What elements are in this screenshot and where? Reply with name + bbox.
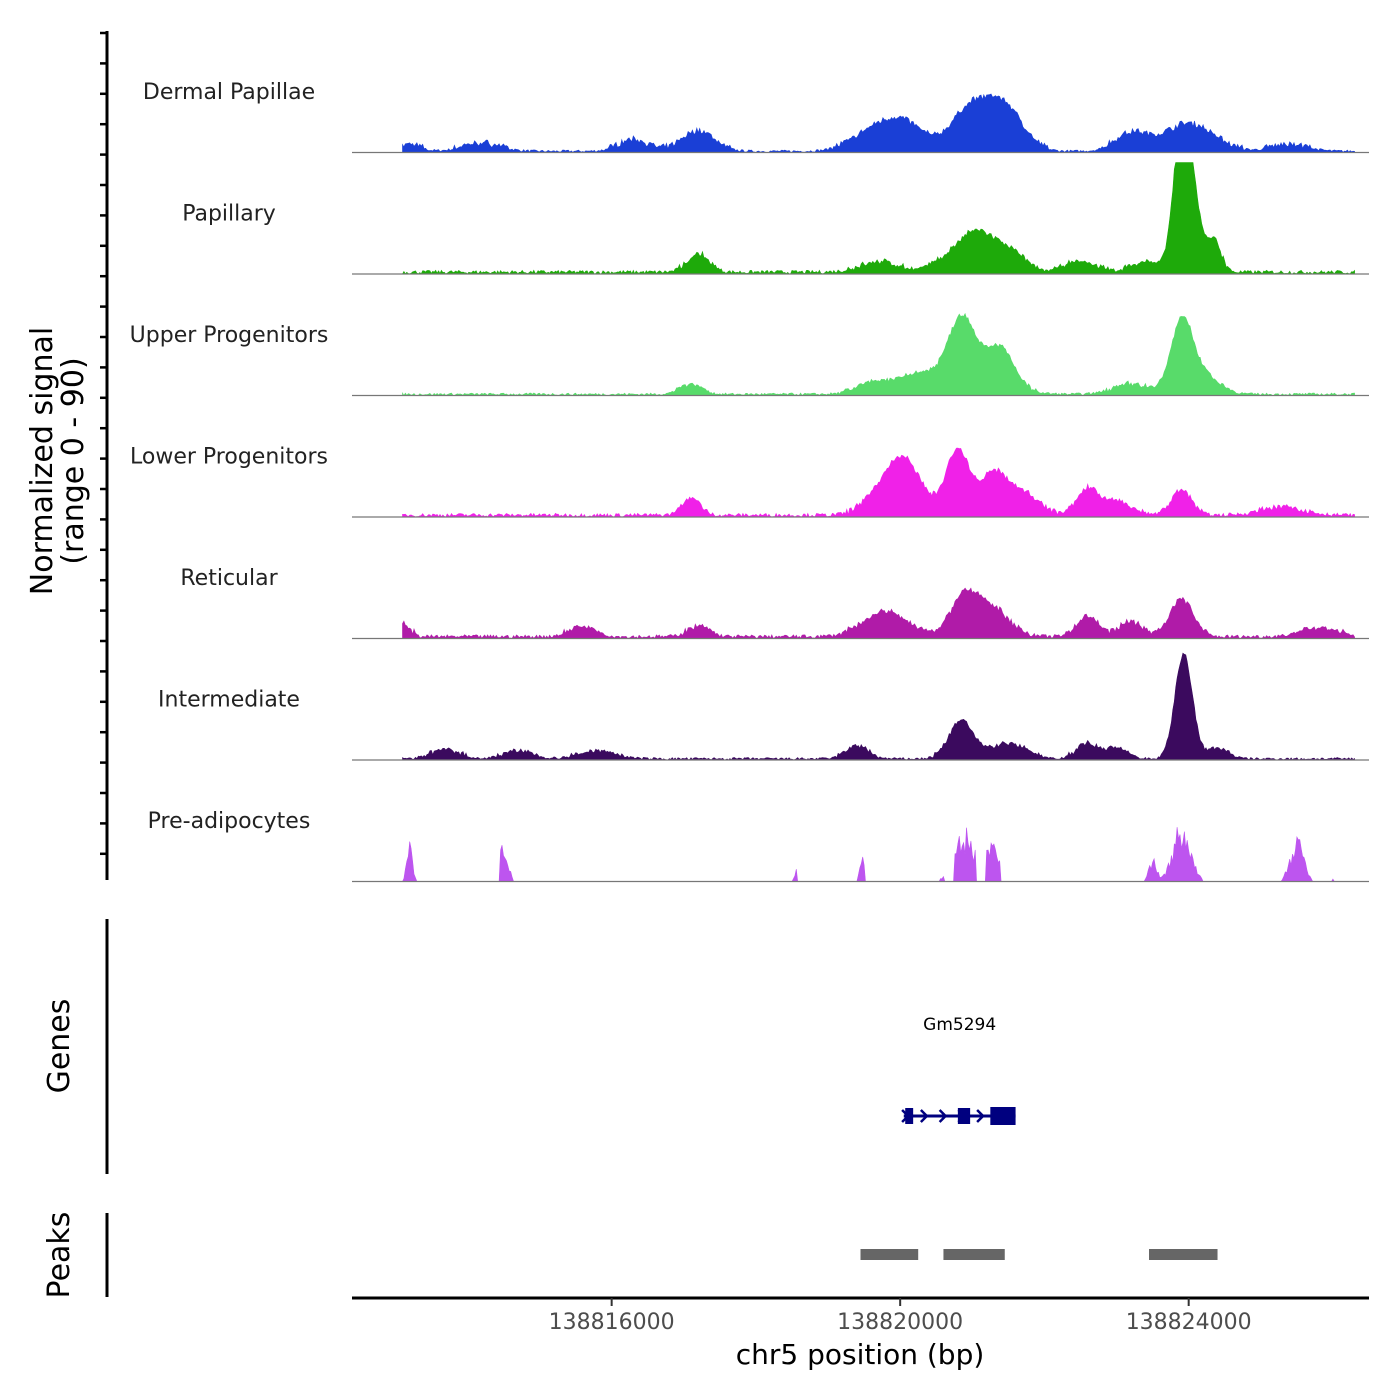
x-axis-label: chr5 position (bp) bbox=[736, 1338, 985, 1371]
track-reticular: Reticular bbox=[180, 566, 1369, 640]
track-dermal-papillae: Dermal Papillae bbox=[143, 80, 1369, 154]
x-tick-label: 138816000 bbox=[549, 1310, 675, 1335]
track-pre-adipocytes: Pre-adipocytes bbox=[148, 809, 1369, 883]
peak-bar bbox=[1149, 1249, 1218, 1260]
signal-area bbox=[402, 312, 1355, 396]
genes-panel-label: Genes bbox=[42, 999, 77, 1094]
track-intermediate: Intermediate bbox=[158, 652, 1369, 761]
peak-bar bbox=[860, 1249, 919, 1260]
track-label: Pre-adipocytes bbox=[148, 809, 311, 834]
track-label: Papillary bbox=[182, 202, 276, 227]
x-tick-label: 138820000 bbox=[837, 1310, 963, 1335]
signal-y-axis-ticks bbox=[100, 31, 107, 856]
gene-exon bbox=[905, 1108, 914, 1124]
track-label: Lower Progenitors bbox=[130, 445, 328, 470]
peak-bar bbox=[943, 1249, 1005, 1260]
strand-arrow bbox=[919, 1109, 929, 1123]
signal-y-axis-label: Normalized signal bbox=[25, 327, 60, 595]
strand-arrow bbox=[938, 1109, 948, 1123]
signal-area bbox=[402, 162, 1355, 275]
gene-gm5294: Gm5294 bbox=[901, 1015, 1016, 1125]
gene-exon bbox=[957, 1108, 971, 1124]
track-upper-progenitors: Upper Progenitors bbox=[130, 312, 1369, 397]
x-axis-ticks: 138816000 138820000 138824000 bbox=[549, 1298, 1252, 1335]
signal-area bbox=[402, 652, 1355, 761]
x-tick-label: 138824000 bbox=[1126, 1310, 1252, 1335]
signal-area bbox=[402, 447, 1355, 518]
strand-arrow bbox=[976, 1109, 985, 1123]
track-label: Reticular bbox=[180, 566, 278, 591]
gene-annotations: Gm5294 bbox=[901, 1015, 1016, 1125]
track-label: Intermediate bbox=[158, 688, 300, 713]
signal-y-axis-range-label: (range 0 - 90) bbox=[56, 357, 91, 564]
track-papillary: Papillary bbox=[182, 162, 1369, 275]
signal-area bbox=[402, 93, 1355, 153]
gene-name-label: Gm5294 bbox=[923, 1015, 996, 1035]
signal-area bbox=[402, 587, 1355, 640]
gene-exon bbox=[990, 1107, 1016, 1125]
peak-regions bbox=[860, 1249, 1218, 1260]
signal-area bbox=[402, 827, 1355, 882]
track-label: Upper Progenitors bbox=[130, 323, 329, 348]
track-label: Dermal Papillae bbox=[143, 80, 315, 105]
peaks-panel-label: Peaks bbox=[42, 1212, 77, 1299]
signal-tracks: Dermal Papillae Papillary Upper Progenitor… bbox=[130, 80, 1369, 883]
track-lower-progenitors: Lower Progenitors bbox=[130, 445, 1369, 518]
